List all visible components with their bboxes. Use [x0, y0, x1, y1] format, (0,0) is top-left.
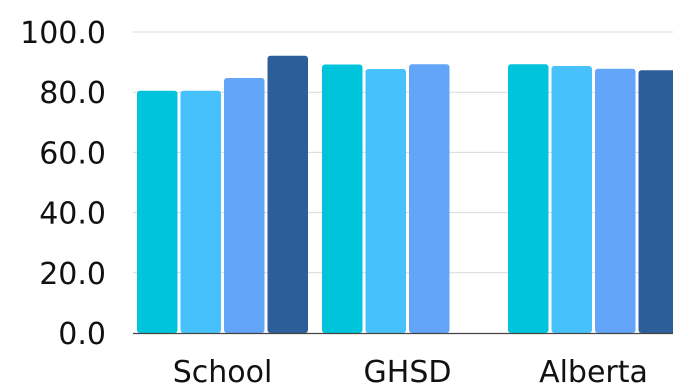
y-tick-label: 100.0 — [20, 16, 106, 51]
bar — [595, 68, 636, 334]
bar — [638, 70, 673, 333]
y-tick-labels: 0.0 20.0 40.0 60.0 80.0 100.0 — [20, 16, 106, 352]
category-label: GHSD — [364, 355, 452, 390]
bar — [267, 55, 308, 334]
y-tick-label: 0.0 — [58, 317, 106, 352]
bar — [224, 78, 265, 333]
category-label: Alberta — [539, 355, 648, 390]
bars — [137, 55, 673, 334]
y-tick-label: 80.0 — [39, 76, 106, 111]
category-labels: School GHSD Alberta — [173, 355, 648, 390]
y-tick-label: 60.0 — [39, 136, 106, 171]
bar — [365, 69, 406, 333]
bar — [508, 64, 549, 333]
bar — [137, 90, 178, 333]
bar — [409, 64, 450, 333]
bar — [551, 66, 592, 333]
bar — [322, 64, 363, 334]
y-tick-label: 40.0 — [39, 197, 106, 232]
y-tick-label: 20.0 — [39, 257, 106, 292]
category-label: School — [173, 355, 273, 390]
bar — [180, 90, 221, 333]
